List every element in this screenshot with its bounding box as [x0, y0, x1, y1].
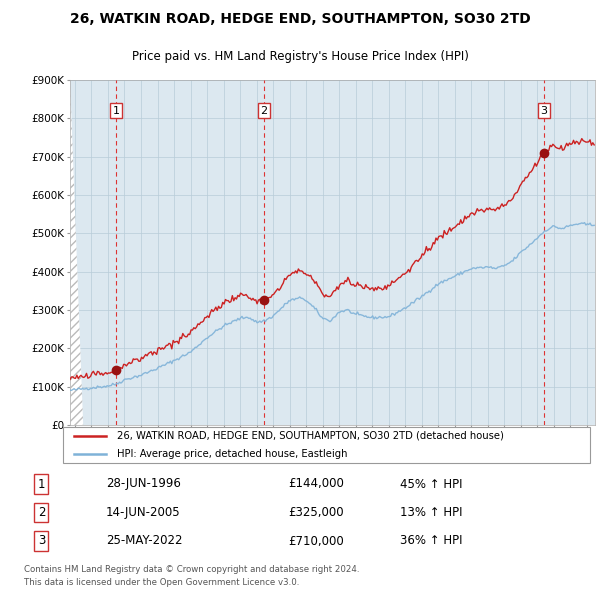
Text: 3: 3	[541, 106, 547, 116]
Text: 13% ↑ HPI: 13% ↑ HPI	[400, 506, 463, 519]
Text: HPI: Average price, detached house, Eastleigh: HPI: Average price, detached house, East…	[117, 449, 347, 459]
Text: £325,000: £325,000	[289, 506, 344, 519]
Text: 36% ↑ HPI: 36% ↑ HPI	[400, 535, 463, 548]
Text: £710,000: £710,000	[289, 535, 344, 548]
Text: 2: 2	[38, 506, 45, 519]
Text: 1: 1	[113, 106, 119, 116]
Text: 28-JUN-1996: 28-JUN-1996	[106, 477, 181, 490]
Text: 2: 2	[260, 106, 268, 116]
Text: 26, WATKIN ROAD, HEDGE END, SOUTHAMPTON, SO30 2TD: 26, WATKIN ROAD, HEDGE END, SOUTHAMPTON,…	[70, 12, 530, 26]
Text: Contains HM Land Registry data © Crown copyright and database right 2024.: Contains HM Land Registry data © Crown c…	[24, 565, 359, 573]
Text: 25-MAY-2022: 25-MAY-2022	[106, 535, 182, 548]
Text: 14-JUN-2005: 14-JUN-2005	[106, 506, 181, 519]
Text: This data is licensed under the Open Government Licence v3.0.: This data is licensed under the Open Gov…	[24, 578, 299, 587]
Polygon shape	[70, 80, 83, 425]
FancyBboxPatch shape	[64, 427, 590, 463]
Text: 45% ↑ HPI: 45% ↑ HPI	[400, 477, 463, 490]
Text: 3: 3	[38, 535, 45, 548]
Text: 1: 1	[38, 477, 45, 490]
Text: £144,000: £144,000	[289, 477, 344, 490]
Text: Price paid vs. HM Land Registry's House Price Index (HPI): Price paid vs. HM Land Registry's House …	[131, 50, 469, 63]
Text: 26, WATKIN ROAD, HEDGE END, SOUTHAMPTON, SO30 2TD (detached house): 26, WATKIN ROAD, HEDGE END, SOUTHAMPTON,…	[117, 431, 504, 441]
